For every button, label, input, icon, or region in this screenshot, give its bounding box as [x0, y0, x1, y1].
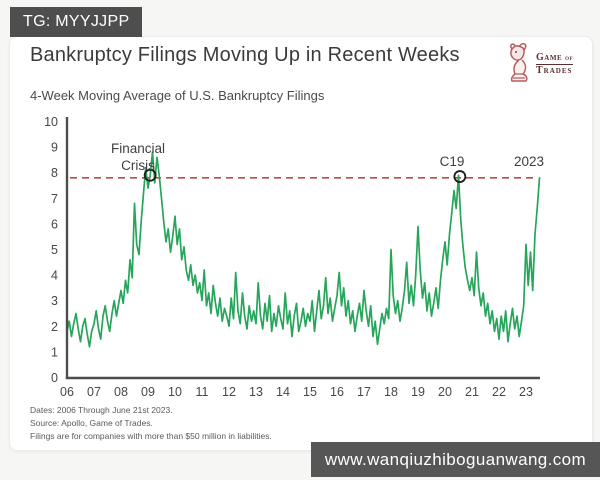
- y-tick-label: 1: [51, 345, 58, 359]
- x-tick-label: 10: [168, 385, 182, 399]
- chart-subtitle: 4-Week Moving Average of U.S. Bankruptcy…: [30, 88, 325, 103]
- x-tick-label: 08: [114, 385, 128, 399]
- y-tick-label: 8: [51, 166, 58, 180]
- y-tick-label: 9: [51, 141, 58, 155]
- y-tick-label: 2: [51, 320, 58, 334]
- bull-chess-knight-icon: [504, 41, 531, 88]
- x-tick-label: 17: [357, 385, 371, 399]
- annotation-label: Financial: [111, 141, 165, 156]
- watermark-bar: www.wanqiuzhiboguanwang.com: [311, 442, 600, 477]
- y-tick-label: 7: [51, 192, 58, 206]
- footnote-source: Source: Apollo, Game of Trades.: [30, 417, 153, 428]
- x-tick-label: 14: [276, 385, 290, 399]
- annotation-label: C19: [440, 154, 465, 169]
- telegram-badge: TG: MYYJJPP: [10, 7, 143, 37]
- x-tick-label: 16: [330, 385, 344, 399]
- x-tick-label: 18: [384, 385, 398, 399]
- x-tick-label: 06: [60, 385, 74, 399]
- y-tick-label: 0: [51, 371, 58, 385]
- x-tick-label: 13: [249, 385, 263, 399]
- annotation-label: Crisis: [121, 158, 155, 173]
- x-tick-label: 15: [303, 385, 317, 399]
- y-tick-label: 10: [44, 115, 58, 129]
- annotation-label: 2023: [514, 154, 544, 169]
- footnote-dates: Dates: 2006 Through June 21st 2023.: [30, 405, 173, 415]
- chart-footnotes: Dates: 2006 Through June 21st 2023. Sour…: [30, 404, 272, 442]
- event-marker: [143, 168, 157, 182]
- chart-card: [9, 36, 593, 451]
- x-tick-label: 12: [222, 385, 236, 399]
- x-tick-label: 11: [196, 385, 209, 399]
- y-tick-label: 4: [51, 269, 58, 283]
- y-tick-label: 6: [51, 217, 58, 231]
- y-tick-label: 3: [51, 294, 58, 308]
- x-tick-label: 21: [465, 385, 479, 399]
- x-tick-label: 07: [87, 385, 101, 399]
- game-of-trades-logo: Game of Trades: [504, 41, 574, 88]
- x-tick-label: 09: [141, 385, 155, 399]
- y-tick-label: 5: [51, 243, 58, 257]
- x-tick-label: 22: [492, 385, 506, 399]
- x-tick-label: 20: [438, 385, 452, 399]
- x-tick-label: 19: [411, 385, 425, 399]
- footnote-criteria: Filings are for companies with more than…: [30, 430, 272, 441]
- data-line: [66, 151, 541, 348]
- page-title: Bankruptcy Filings Moving Up in Recent W…: [30, 44, 460, 66]
- x-tick-label: 23: [519, 385, 533, 399]
- logo-wordmark: Game of Trades: [536, 52, 574, 76]
- event-marker: [453, 170, 467, 183]
